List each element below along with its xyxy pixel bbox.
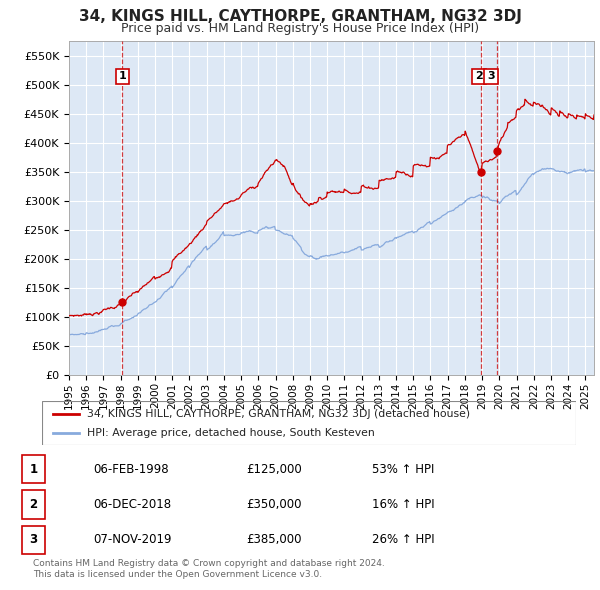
Text: 34, KINGS HILL, CAYTHORPE, GRANTHAM, NG32 3DJ (detached house): 34, KINGS HILL, CAYTHORPE, GRANTHAM, NG3… (88, 409, 470, 418)
Text: 2: 2 (29, 498, 38, 511)
Text: 06-DEC-2018: 06-DEC-2018 (93, 498, 171, 511)
Text: 1: 1 (118, 71, 126, 81)
Text: Contains HM Land Registry data © Crown copyright and database right 2024.
This d: Contains HM Land Registry data © Crown c… (33, 559, 385, 579)
Text: 07-NOV-2019: 07-NOV-2019 (93, 533, 172, 546)
Text: £385,000: £385,000 (246, 533, 302, 546)
Text: £125,000: £125,000 (246, 463, 302, 476)
Text: HPI: Average price, detached house, South Kesteven: HPI: Average price, detached house, Sout… (88, 428, 375, 438)
Text: £350,000: £350,000 (246, 498, 302, 511)
Text: 26% ↑ HPI: 26% ↑ HPI (372, 533, 434, 546)
Text: Price paid vs. HM Land Registry's House Price Index (HPI): Price paid vs. HM Land Registry's House … (121, 22, 479, 35)
Text: 2: 2 (475, 71, 483, 81)
Text: 06-FEB-1998: 06-FEB-1998 (93, 463, 169, 476)
Text: 3: 3 (29, 533, 38, 546)
Text: 16% ↑ HPI: 16% ↑ HPI (372, 498, 434, 511)
Text: 1: 1 (29, 463, 38, 476)
Text: 34, KINGS HILL, CAYTHORPE, GRANTHAM, NG32 3DJ: 34, KINGS HILL, CAYTHORPE, GRANTHAM, NG3… (79, 9, 521, 24)
Text: 53% ↑ HPI: 53% ↑ HPI (372, 463, 434, 476)
Text: 3: 3 (487, 71, 495, 81)
